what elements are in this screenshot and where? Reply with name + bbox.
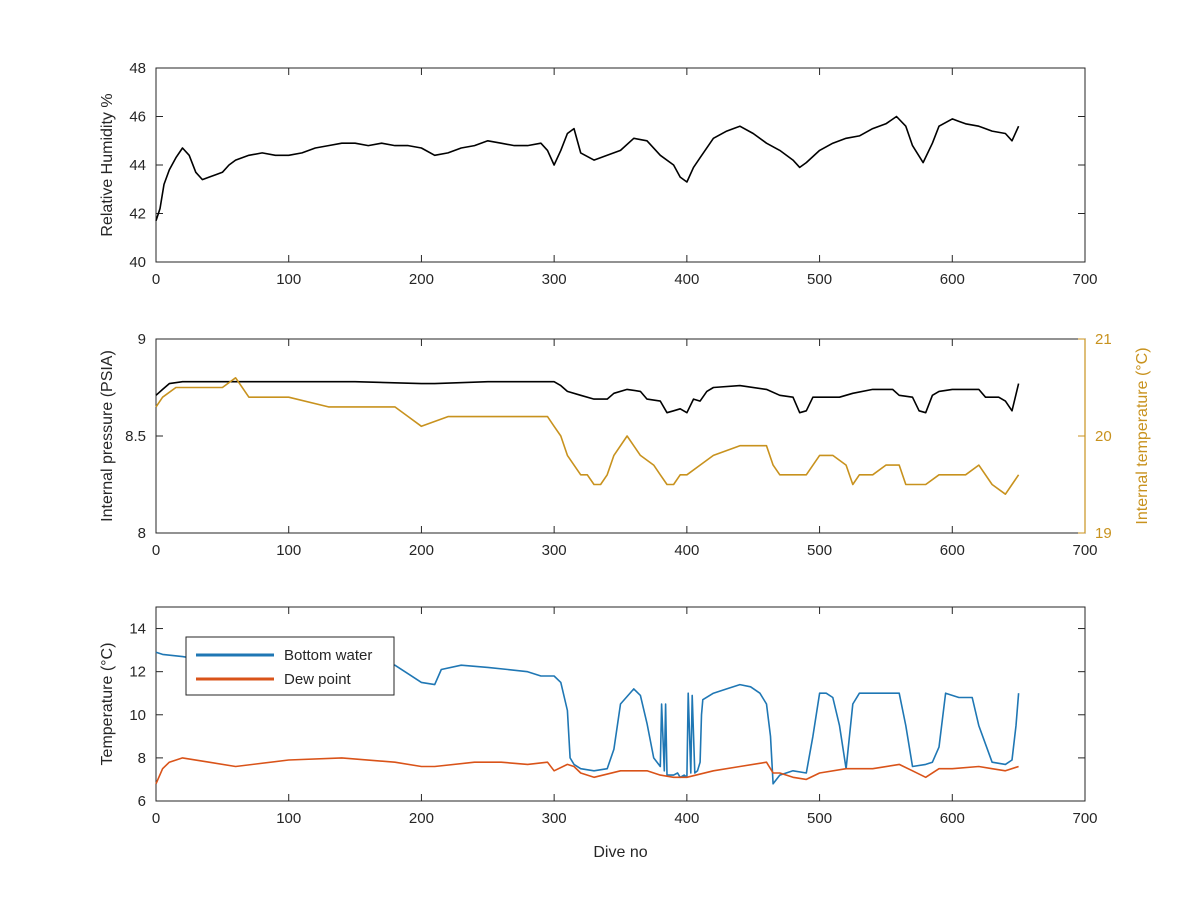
y-tick-label: 42 [129, 206, 146, 223]
y-right-tick-label: 21 [1095, 331, 1112, 348]
x-tick-label: 600 [940, 271, 965, 288]
x-tick-label: 500 [807, 271, 832, 288]
legend-box [185, 636, 395, 696]
y-tick-label: 9 [138, 331, 146, 348]
x-tick-label: 500 [807, 542, 832, 559]
y-tick-label: 8.5 [125, 428, 146, 445]
series-line-2-2 [155, 377, 1020, 495]
x-tick-label: 600 [940, 542, 965, 559]
y-tick-label: 14 [129, 621, 146, 638]
chart-panel-1: 0 100 200 300 400 500 600 700 40 42 44 46 48 Relative… [99, 60, 1098, 288]
y-axis-label: Internal pressure (PSIA) [99, 350, 116, 522]
chart-panel-2: 0 100 200 300 400 500 600 700 8 8.5 9 19 20 21 Interna… [99, 331, 1151, 559]
x-tick-label: 700 [1072, 271, 1097, 288]
series-line-1-1 [155, 115, 1020, 222]
y-axis-label-right: Internal temperature (°C) [1134, 347, 1151, 524]
y-tick-label: 6 [138, 793, 146, 810]
plot-frame [155, 67, 1086, 263]
legend-label: Bottom water [284, 647, 372, 664]
y-tick-label: 46 [129, 109, 146, 126]
x-tick-label: 300 [542, 810, 567, 827]
plot-frame [155, 338, 1086, 534]
series-line-dew-point [155, 757, 1019, 785]
x-tick-label: 700 [1072, 542, 1097, 559]
y-right-tick-label: 20 [1095, 428, 1112, 445]
y-tick-label: 48 [129, 60, 146, 77]
y-axis-label: Relative Humidity % [99, 93, 116, 236]
x-tick-label: 200 [409, 542, 434, 559]
x-tick-label: 200 [409, 810, 434, 827]
x-tick-label: 0 [152, 271, 160, 288]
x-axis-label: Dive no [593, 844, 647, 861]
y-tick-label: 8 [138, 750, 146, 767]
x-tick-label: 500 [807, 810, 832, 827]
x-tick-label: 600 [940, 810, 965, 827]
x-tick-label: 300 [542, 271, 567, 288]
legend: Bottom water Dew point [185, 636, 395, 696]
x-tick-label: 0 [152, 810, 160, 827]
x-tick-label: 100 [276, 542, 301, 559]
y-tick-label: 8 [138, 525, 146, 542]
y-tick-label: 40 [129, 254, 146, 271]
series-line-bottom-water [155, 651, 1020, 785]
y-axis-label: Temperature (°C) [99, 643, 116, 766]
chart-panel-3: 0 100 200 300 400 500 600 700 6 8 10 12 14 Temperatur… [99, 606, 1098, 861]
y-tick-label: 44 [129, 157, 146, 174]
x-tick-label: 100 [276, 271, 301, 288]
legend-label: Dew point [284, 671, 352, 688]
x-tick-label: 700 [1072, 810, 1097, 827]
x-tick-label: 400 [674, 542, 699, 559]
x-tick-label: 200 [409, 271, 434, 288]
x-tick-label: 400 [674, 810, 699, 827]
y-tick-label: 12 [129, 664, 146, 681]
x-tick-label: 100 [276, 810, 301, 827]
y-right-tick-label: 19 [1095, 525, 1112, 542]
x-tick-label: 300 [542, 542, 567, 559]
x-tick-label: 400 [674, 271, 699, 288]
y-tick-label: 10 [129, 707, 146, 724]
x-tick-label: 0 [152, 542, 160, 559]
series-line-2-1 [155, 380, 1020, 414]
